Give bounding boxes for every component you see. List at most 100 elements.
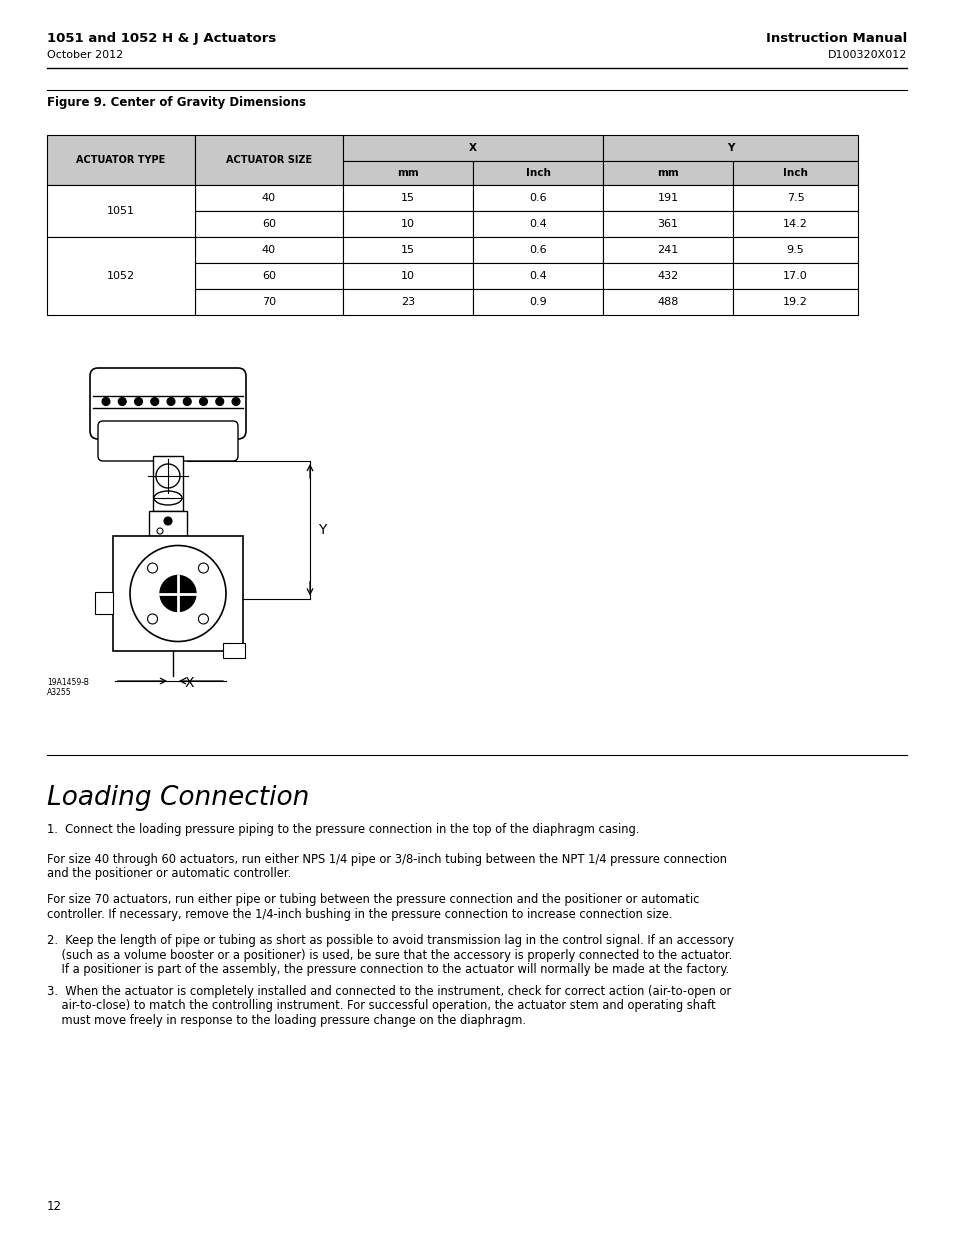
Circle shape <box>198 563 209 573</box>
Bar <box>343 161 473 185</box>
Bar <box>47 237 194 315</box>
Bar <box>732 211 857 237</box>
Circle shape <box>148 614 157 624</box>
Circle shape <box>130 546 226 641</box>
Text: 60: 60 <box>262 219 275 228</box>
Text: 19A1459-B
A3255: 19A1459-B A3255 <box>47 678 89 698</box>
Text: If a positioner is part of the assembly, the pressure connection to the actuator: If a positioner is part of the assembly,… <box>47 963 728 976</box>
Text: 488: 488 <box>657 296 678 308</box>
Text: 15: 15 <box>400 193 415 203</box>
Text: 1.  Connect the loading pressure piping to the pressure connection in the top of: 1. Connect the loading pressure piping t… <box>47 823 639 836</box>
Bar <box>732 161 857 185</box>
Bar <box>47 135 194 185</box>
Text: 1051 and 1052 H & J Actuators: 1051 and 1052 H & J Actuators <box>47 32 276 44</box>
Text: 70: 70 <box>262 296 275 308</box>
Circle shape <box>102 398 110 405</box>
Bar <box>47 185 194 237</box>
Text: Loading Connection: Loading Connection <box>47 785 309 811</box>
Text: 19.2: 19.2 <box>782 296 807 308</box>
Text: 432: 432 <box>657 270 678 282</box>
Bar <box>343 135 602 161</box>
Circle shape <box>157 529 163 534</box>
Text: air-to-close) to match the controlling instrument. For successful operation, the: air-to-close) to match the controlling i… <box>47 999 715 1013</box>
Text: Inch: Inch <box>782 168 807 178</box>
Circle shape <box>156 464 180 488</box>
Bar <box>473 211 602 237</box>
Text: Y: Y <box>726 143 734 153</box>
Text: mm: mm <box>657 168 679 178</box>
Text: and the positioner or automatic controller.: and the positioner or automatic controll… <box>47 867 291 881</box>
Text: 17.0: 17.0 <box>782 270 807 282</box>
Bar <box>473 263 602 289</box>
Bar <box>343 289 473 315</box>
Bar <box>194 289 343 315</box>
FancyBboxPatch shape <box>98 421 237 461</box>
Circle shape <box>160 576 195 611</box>
Bar <box>602 161 732 185</box>
Text: 0.4: 0.4 <box>529 270 546 282</box>
Circle shape <box>134 398 142 405</box>
Circle shape <box>148 563 157 573</box>
Text: Y: Y <box>317 522 326 537</box>
Text: controller. If necessary, remove the 1/4-inch bushing in the pressure connection: controller. If necessary, remove the 1/4… <box>47 908 672 921</box>
Text: D100320X012: D100320X012 <box>827 49 906 61</box>
Text: Figure 9. Center of Gravity Dimensions: Figure 9. Center of Gravity Dimensions <box>47 96 306 109</box>
Text: 9.5: 9.5 <box>786 245 803 254</box>
Text: For size 70 actuators, run either pipe or tubing between the pressure connection: For size 70 actuators, run either pipe o… <box>47 893 699 906</box>
Text: 1052: 1052 <box>107 270 135 282</box>
Bar <box>602 135 857 161</box>
Text: 10: 10 <box>400 270 415 282</box>
Text: 3.  When the actuator is completely installed and connected to the instrument, c: 3. When the actuator is completely insta… <box>47 986 731 998</box>
Circle shape <box>183 398 191 405</box>
Text: 0.6: 0.6 <box>529 193 546 203</box>
Text: 0.4: 0.4 <box>529 219 546 228</box>
Ellipse shape <box>153 492 182 505</box>
Circle shape <box>167 398 174 405</box>
Text: 12: 12 <box>47 1200 62 1213</box>
Text: ACTUATOR SIZE: ACTUATOR SIZE <box>226 156 312 165</box>
Circle shape <box>164 517 172 525</box>
Bar <box>194 263 343 289</box>
Text: X: X <box>469 143 476 153</box>
Text: 14.2: 14.2 <box>782 219 807 228</box>
Bar <box>149 511 187 536</box>
Text: 7.5: 7.5 <box>786 193 803 203</box>
Text: 0.9: 0.9 <box>529 296 546 308</box>
Bar <box>732 185 857 211</box>
Text: 2.  Keep the length of pipe or tubing as short as possible to avoid transmission: 2. Keep the length of pipe or tubing as … <box>47 934 733 947</box>
Bar <box>602 263 732 289</box>
Text: (such as a volume booster or a positioner) is used, be sure that the accessory i: (such as a volume booster or a positione… <box>47 948 732 962</box>
Text: mm: mm <box>396 168 418 178</box>
Text: 10: 10 <box>400 219 415 228</box>
Bar <box>473 185 602 211</box>
Text: 40: 40 <box>262 193 275 203</box>
Circle shape <box>199 398 208 405</box>
Bar <box>602 211 732 237</box>
Bar <box>112 536 243 651</box>
Circle shape <box>198 614 209 624</box>
Bar <box>473 237 602 263</box>
Circle shape <box>215 398 224 405</box>
Text: For size 40 through 60 actuators, run either NPS 1/4 pipe or 3/8-inch tubing bet: For size 40 through 60 actuators, run ei… <box>47 853 726 866</box>
Bar <box>473 161 602 185</box>
Bar <box>343 211 473 237</box>
Bar <box>343 185 473 211</box>
Bar <box>732 289 857 315</box>
Text: 60: 60 <box>262 270 275 282</box>
Text: 23: 23 <box>400 296 415 308</box>
Bar <box>95 592 112 614</box>
Circle shape <box>151 398 158 405</box>
Bar <box>732 263 857 289</box>
Bar <box>602 237 732 263</box>
Bar <box>194 185 343 211</box>
Bar <box>473 289 602 315</box>
FancyBboxPatch shape <box>90 368 246 438</box>
Text: 191: 191 <box>657 193 678 203</box>
Text: 1051: 1051 <box>107 206 135 216</box>
Bar <box>194 237 343 263</box>
Bar <box>152 456 183 511</box>
Text: X: X <box>185 676 194 690</box>
Bar <box>343 237 473 263</box>
Text: Inch: Inch <box>525 168 550 178</box>
Text: 40: 40 <box>262 245 275 254</box>
